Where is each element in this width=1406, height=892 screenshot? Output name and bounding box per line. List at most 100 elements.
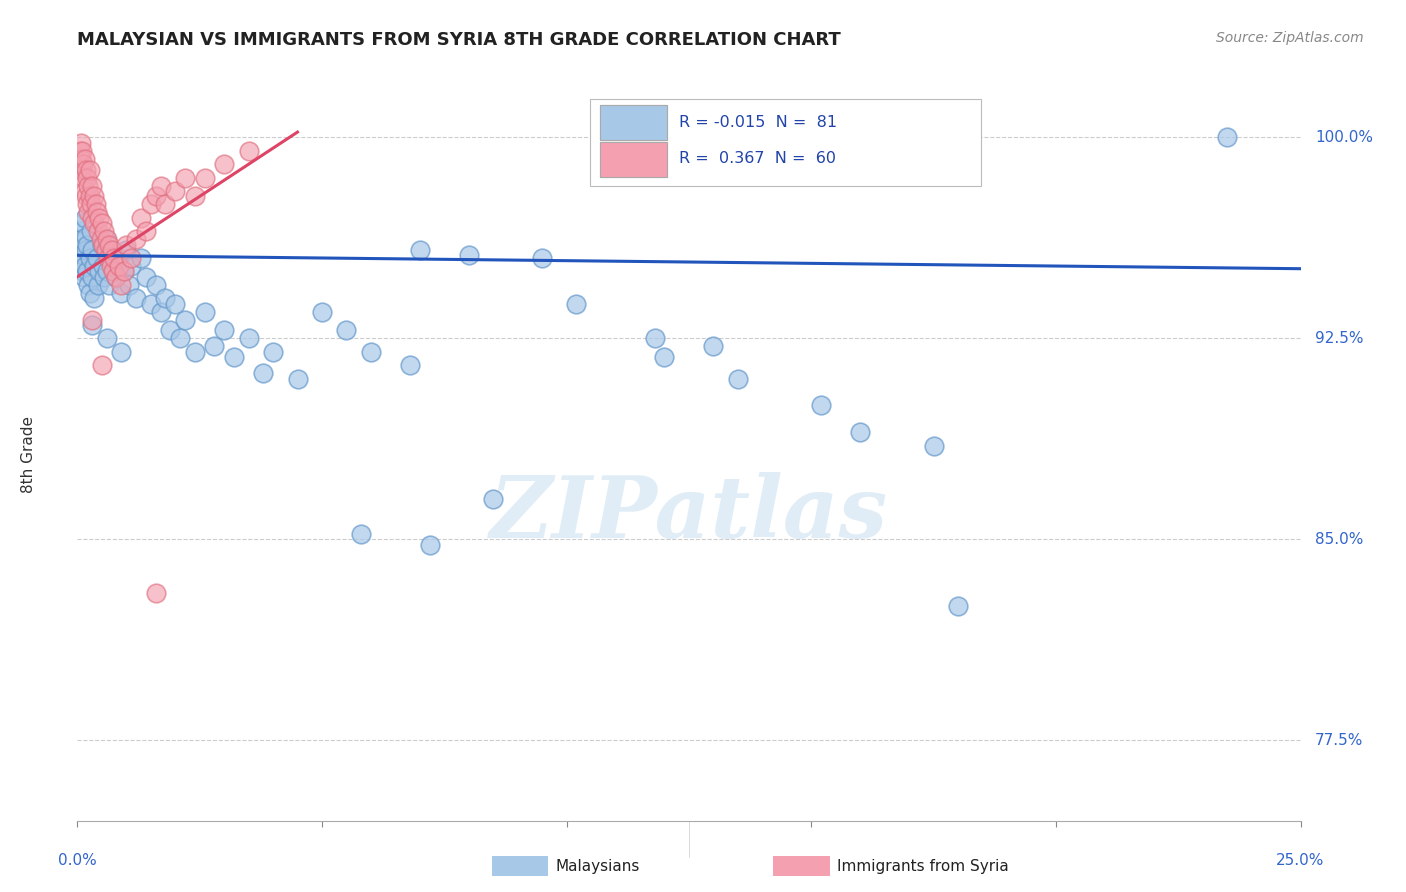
Point <box>946 599 969 614</box>
Point <box>654 350 676 364</box>
Point <box>93 269 115 284</box>
Point <box>118 277 141 292</box>
Point <box>83 291 105 305</box>
Point <box>89 264 111 278</box>
Point <box>457 248 479 262</box>
Point <box>80 269 103 284</box>
FancyBboxPatch shape <box>599 142 666 177</box>
Point <box>110 344 132 359</box>
Point <box>70 162 93 177</box>
Point <box>96 264 118 278</box>
Text: 100.0%: 100.0% <box>1315 130 1374 145</box>
Point <box>105 269 128 284</box>
Point <box>419 538 441 552</box>
Text: 0.0%: 0.0% <box>58 853 97 868</box>
Point <box>83 259 105 273</box>
Point <box>70 152 93 166</box>
Point <box>77 277 100 292</box>
Text: MALAYSIAN VS IMMIGRANTS FROM SYRIA 8TH GRADE CORRELATION CHART: MALAYSIAN VS IMMIGRANTS FROM SYRIA 8TH G… <box>77 31 841 49</box>
Point <box>80 318 103 332</box>
Point <box>112 264 135 278</box>
Point <box>360 344 382 359</box>
Point <box>120 251 142 265</box>
Point <box>139 296 162 310</box>
Point <box>90 232 112 246</box>
Point <box>139 197 162 211</box>
Point <box>87 224 110 238</box>
Point <box>184 189 207 203</box>
Point <box>169 331 191 345</box>
Point <box>96 331 118 345</box>
Point <box>90 237 112 252</box>
Point <box>212 157 235 171</box>
Point <box>702 339 724 353</box>
Point <box>70 144 93 158</box>
Point <box>644 331 666 345</box>
Point <box>94 243 117 257</box>
Text: 85.0%: 85.0% <box>1315 532 1364 547</box>
Point <box>311 304 333 318</box>
Point <box>565 296 588 310</box>
Point <box>922 438 945 452</box>
Point <box>115 243 138 257</box>
Point <box>70 264 93 278</box>
Point <box>94 232 117 246</box>
Point <box>69 224 91 238</box>
Point <box>75 229 97 244</box>
Point <box>1216 130 1239 145</box>
Point <box>70 251 93 265</box>
Point <box>125 232 148 246</box>
Text: Immigrants from Syria: Immigrants from Syria <box>837 859 1008 873</box>
Text: 77.5%: 77.5% <box>1315 732 1364 747</box>
Point <box>84 197 107 211</box>
Point <box>105 269 128 284</box>
Point <box>110 277 132 292</box>
Point <box>262 344 284 359</box>
Point <box>165 184 187 198</box>
Point <box>222 350 245 364</box>
Point <box>98 237 121 252</box>
Point <box>335 323 357 337</box>
Point <box>98 277 121 292</box>
Point <box>212 323 235 337</box>
Text: 25.0%: 25.0% <box>1277 853 1324 868</box>
Point <box>193 170 215 185</box>
Text: Malaysians: Malaysians <box>555 859 640 873</box>
Point <box>86 251 108 265</box>
Point <box>96 232 118 246</box>
Point <box>73 170 96 185</box>
Point <box>70 232 93 246</box>
Text: 92.5%: 92.5% <box>1315 331 1364 346</box>
Point <box>145 189 167 203</box>
FancyBboxPatch shape <box>599 105 666 140</box>
Point <box>75 162 97 177</box>
Point <box>90 358 112 372</box>
Point <box>73 152 96 166</box>
Point <box>77 205 100 219</box>
Text: 8th Grade: 8th Grade <box>21 417 37 493</box>
Point <box>80 312 103 326</box>
Point <box>79 285 101 300</box>
Point <box>120 259 142 273</box>
Point <box>810 398 832 412</box>
Point <box>727 371 749 385</box>
Point <box>91 259 114 273</box>
Point <box>145 277 167 292</box>
Point <box>83 216 105 230</box>
Text: R = -0.015  N =  81: R = -0.015 N = 81 <box>679 114 838 129</box>
Point <box>165 296 187 310</box>
Point <box>125 291 148 305</box>
Point <box>149 178 172 193</box>
Point <box>72 216 94 230</box>
Point <box>101 264 124 278</box>
Point <box>69 243 91 257</box>
Point <box>110 285 132 300</box>
Point <box>287 371 309 385</box>
Point <box>145 586 167 600</box>
Point <box>193 304 215 318</box>
Point <box>72 157 94 171</box>
FancyBboxPatch shape <box>591 99 981 186</box>
Point <box>73 211 96 225</box>
Point <box>75 243 97 257</box>
Point <box>90 216 112 230</box>
